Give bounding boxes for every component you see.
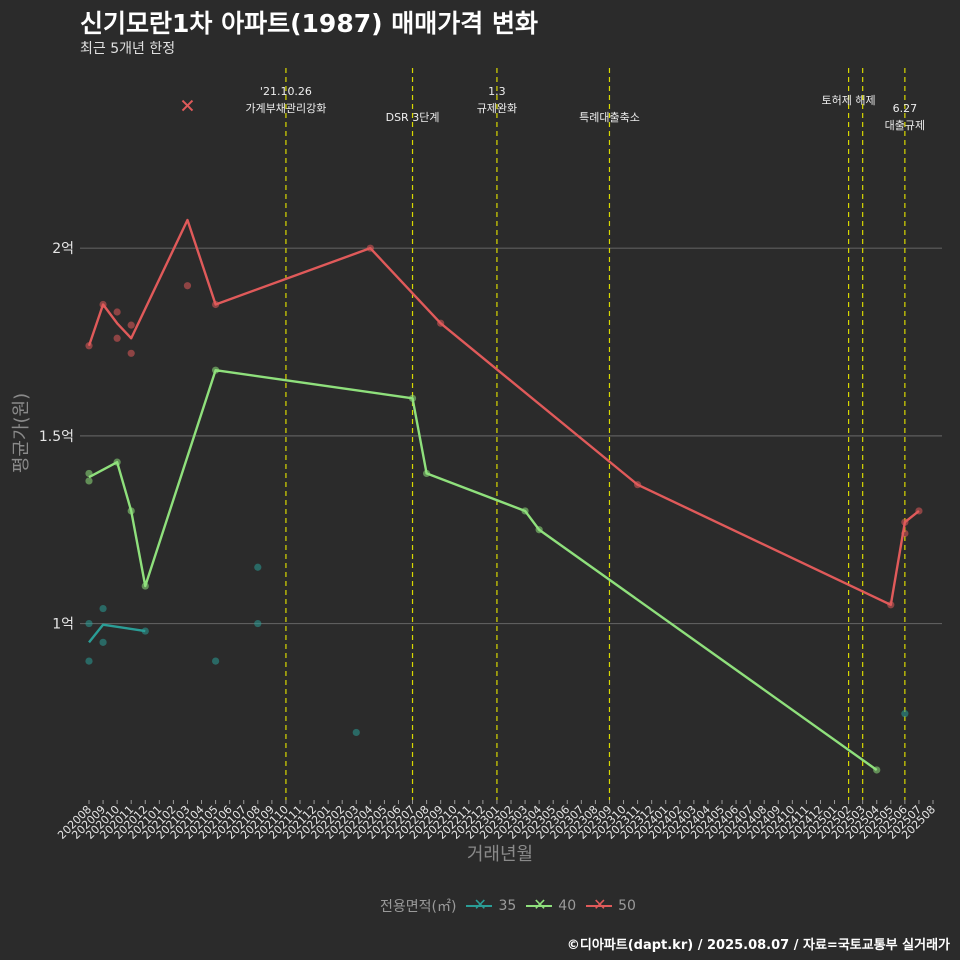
chart-title: 신기모란1차 아파트(1987) 매매가격 변화 xyxy=(80,9,538,38)
data-point-35 xyxy=(901,710,909,718)
data-point-35 xyxy=(99,604,107,613)
event-label: 가계부채관리강화 xyxy=(245,102,326,115)
source-caption: ©디아파트(dapt.kr) / 2025.08.07 / 자료=국토교통부 실… xyxy=(566,938,950,953)
x-axis-label: 거래년월 xyxy=(466,844,534,865)
legend-item-40: ✕ 40 xyxy=(526,895,577,914)
legend-title: 전용면적(㎡) xyxy=(380,899,457,915)
data-point-50 xyxy=(183,282,192,290)
data-point-35 xyxy=(254,619,262,628)
event-label: 대출규제 xyxy=(885,119,925,132)
data-point-50 xyxy=(113,334,121,342)
y-tick-label: 1.5억 xyxy=(39,429,74,445)
legend-key-40: ✕ xyxy=(526,895,553,914)
legend-label-35: 35 xyxy=(498,898,517,914)
series-line-40 xyxy=(88,368,878,771)
data-point-35 xyxy=(212,657,220,665)
data-point-50 xyxy=(127,349,135,357)
event-label: 토허제 해제 xyxy=(822,93,876,107)
event-label: 6.27 xyxy=(893,102,918,115)
legend-item-50: ✕ 50 xyxy=(586,895,636,914)
series-line-35 xyxy=(88,623,146,644)
legend-key-35: ✕ xyxy=(466,895,493,914)
legend-label-50: 50 xyxy=(618,898,636,914)
event-label: '21.10.26 xyxy=(260,85,312,98)
event-label: 1.3 xyxy=(488,85,506,98)
outlier-marker-50 xyxy=(181,99,194,112)
legend-label-40: 40 xyxy=(558,898,577,914)
data-point-35 xyxy=(254,563,262,571)
event-label: 규제완화 xyxy=(477,102,517,115)
event-label: DSR 3단계 xyxy=(386,111,440,124)
legend-key-50: ✕ xyxy=(586,895,613,914)
data-point-35 xyxy=(352,728,360,737)
data-point-35 xyxy=(85,657,93,665)
chart-subtitle: 최근 5개년 한정 xyxy=(80,41,176,57)
data-point-35 xyxy=(85,619,93,628)
y-axis-label: 평균가(원) xyxy=(11,392,32,474)
legend-item-35: ✕ 35 xyxy=(466,895,517,914)
data-point-40 xyxy=(85,477,93,485)
data-point-50 xyxy=(127,321,135,329)
series-line-50 xyxy=(87,218,920,606)
y-tick-label: 2억 xyxy=(52,241,74,257)
data-point-35 xyxy=(99,638,107,646)
data-point-50 xyxy=(113,308,121,316)
legend: 전용면적(㎡) ✕ 35 ✕ 40 ✕ 50 xyxy=(380,895,636,916)
event-label: 특례대출축소 xyxy=(579,111,640,124)
y-tick-label: 1억 xyxy=(52,617,74,633)
